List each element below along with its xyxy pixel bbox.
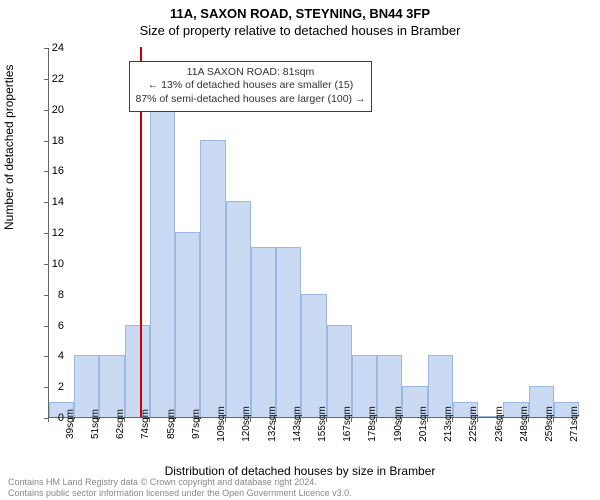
x-tick-label: 62sqm — [115, 409, 126, 439]
x-tick-label: 39sqm — [65, 409, 76, 439]
histogram-bar — [251, 247, 276, 417]
x-tick-label: 155sqm — [317, 406, 328, 442]
x-tick-label: 85sqm — [166, 409, 177, 439]
x-tick-mark — [376, 418, 377, 422]
histogram-bar — [175, 232, 200, 417]
x-tick-label: 120sqm — [241, 406, 252, 442]
x-tick-mark — [225, 418, 226, 422]
histogram-bar — [74, 355, 99, 417]
x-tick-label: 132sqm — [267, 406, 278, 442]
footer-line-2: Contains public sector information licen… — [8, 488, 352, 498]
x-tick-mark — [275, 418, 276, 422]
x-tick-label: 97sqm — [191, 409, 202, 439]
chart-area: 11A SAXON ROAD: 81sqm← 13% of detached h… — [48, 48, 578, 418]
y-tick-mark — [44, 295, 48, 296]
chart-title-secondary: Size of property relative to detached ho… — [0, 21, 600, 38]
annotation-line-2: ← 13% of detached houses are smaller (15… — [136, 79, 366, 93]
annotation-box: 11A SAXON ROAD: 81sqm← 13% of detached h… — [129, 61, 373, 112]
x-tick-mark — [98, 418, 99, 422]
x-tick-mark — [174, 418, 175, 422]
x-tick-label: 167sqm — [342, 406, 353, 442]
y-tick-mark — [44, 326, 48, 327]
x-tick-label: 201sqm — [418, 406, 429, 442]
x-tick-label: 51sqm — [90, 409, 101, 439]
x-tick-label: 271sqm — [569, 406, 580, 442]
x-tick-label: 236sqm — [494, 406, 505, 442]
x-tick-mark — [48, 418, 49, 422]
y-tick-mark — [44, 264, 48, 265]
x-tick-mark — [73, 418, 74, 422]
x-tick-label: 225sqm — [468, 406, 479, 442]
x-tick-mark — [300, 418, 301, 422]
y-tick-mark — [44, 387, 48, 388]
y-axis-label: Number of detached properties — [2, 65, 16, 230]
y-tick-mark — [44, 233, 48, 234]
x-tick-mark — [502, 418, 503, 422]
annotation-line-3: 87% of semi-detached houses are larger (… — [136, 93, 366, 107]
x-axis-label: Distribution of detached houses by size … — [0, 464, 600, 478]
x-tick-mark — [401, 418, 402, 422]
y-tick-mark — [44, 171, 48, 172]
histogram-bar — [99, 355, 124, 417]
x-tick-mark — [477, 418, 478, 422]
x-tick-mark — [326, 418, 327, 422]
x-tick-mark — [452, 418, 453, 422]
histogram-bar — [226, 201, 251, 417]
y-tick-mark — [44, 202, 48, 203]
x-tick-label: 74sqm — [140, 409, 151, 439]
y-tick-mark — [44, 110, 48, 111]
footer-attribution: Contains HM Land Registry data © Crown c… — [8, 477, 352, 498]
x-tick-mark — [528, 418, 529, 422]
x-tick-mark — [199, 418, 200, 422]
annotation-line-1: 11A SAXON ROAD: 81sqm — [136, 66, 366, 80]
x-tick-label: 143sqm — [292, 406, 303, 442]
y-tick-mark — [44, 48, 48, 49]
footer-line-1: Contains HM Land Registry data © Crown c… — [8, 477, 352, 487]
histogram-bar — [200, 140, 225, 418]
x-tick-mark — [553, 418, 554, 422]
x-tick-mark — [250, 418, 251, 422]
x-tick-label: 178sqm — [367, 406, 378, 442]
x-tick-mark — [351, 418, 352, 422]
histogram-bar — [150, 109, 175, 417]
x-tick-mark — [149, 418, 150, 422]
y-tick-mark — [44, 79, 48, 80]
chart-title-primary: 11A, SAXON ROAD, STEYNING, BN44 3FP — [0, 0, 600, 21]
x-tick-label: 213sqm — [443, 406, 454, 442]
x-tick-label: 248sqm — [519, 406, 530, 442]
x-tick-label: 109sqm — [216, 406, 227, 442]
x-tick-label: 190sqm — [393, 406, 404, 442]
y-tick-mark — [44, 356, 48, 357]
histogram-bar — [125, 325, 150, 418]
histogram-bar — [327, 325, 352, 418]
histogram-bar — [301, 294, 326, 417]
x-tick-mark — [427, 418, 428, 422]
x-tick-label: 259sqm — [544, 406, 555, 442]
y-tick-mark — [44, 141, 48, 142]
x-tick-mark — [124, 418, 125, 422]
plot-area: 11A SAXON ROAD: 81sqm← 13% of detached h… — [48, 48, 578, 418]
histogram-bar — [276, 247, 301, 417]
